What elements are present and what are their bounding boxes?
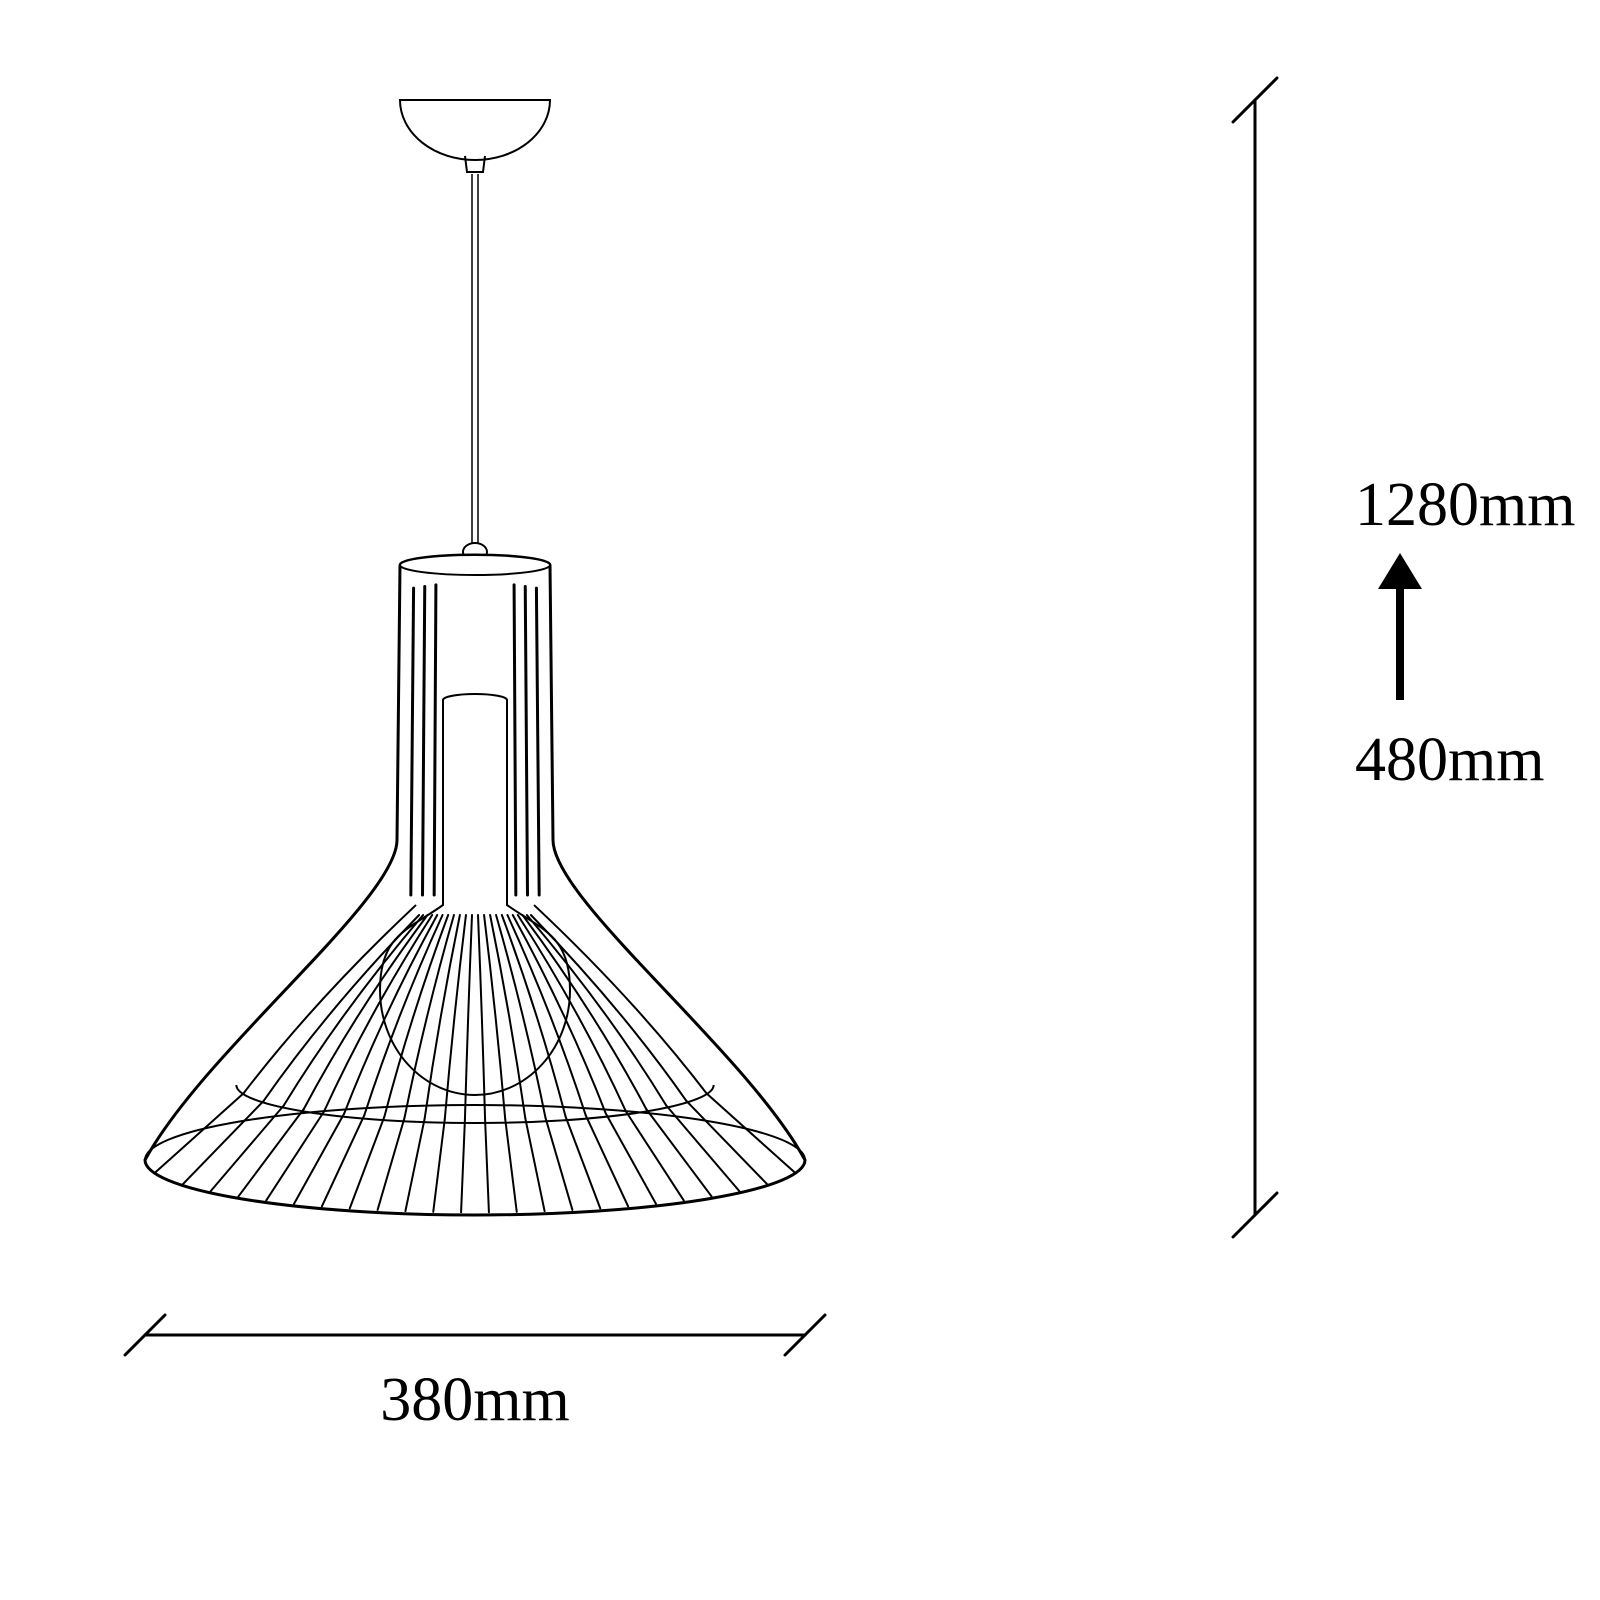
height-max-label: 1280mm xyxy=(1355,471,1575,539)
height-dimension-group: 1280mm 480mm xyxy=(1233,78,1575,1237)
height-min-label: 480mm xyxy=(1355,726,1544,794)
height-range-arrow-icon xyxy=(1378,553,1422,700)
dimension-diagram: 1280mm 480mm 380mm xyxy=(0,0,1600,1600)
width-label: 380mm xyxy=(380,1366,569,1434)
pendant-lamp-drawing xyxy=(145,100,805,1215)
width-dimension-group: 380mm xyxy=(125,1315,825,1434)
